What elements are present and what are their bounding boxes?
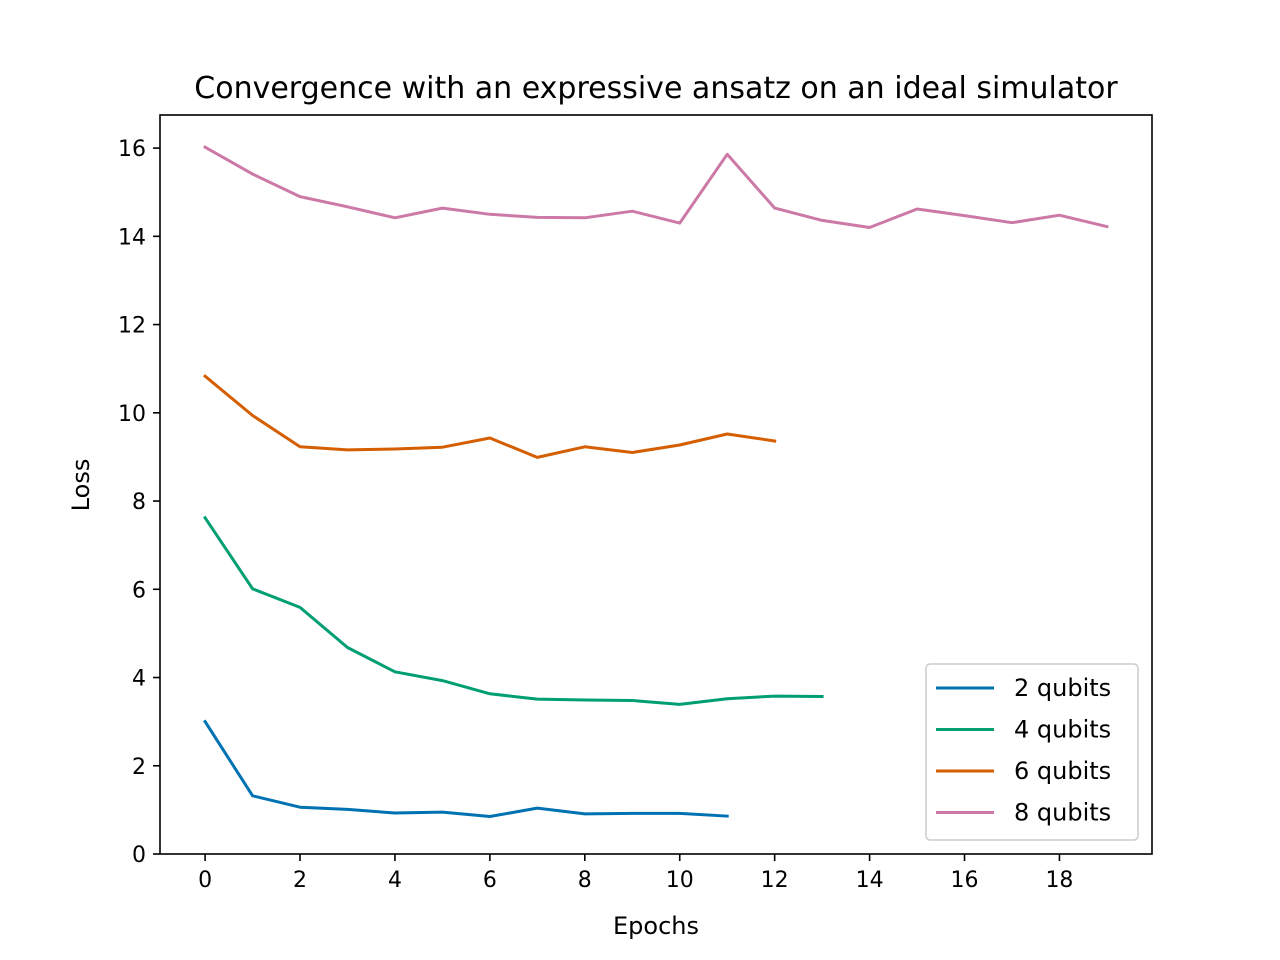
x-tick-label: 8 [578, 868, 592, 893]
y-tick-label: 2 [132, 755, 146, 780]
y-tick-label: 6 [132, 578, 146, 603]
legend-label: 2 qubits [1014, 674, 1111, 702]
legend-label: 8 qubits [1014, 799, 1111, 827]
x-tick-label: 14 [856, 868, 884, 893]
y-axis-label: Loss [67, 459, 95, 512]
y-axis: 0 2 4 6 8 10 12 14 16 [118, 137, 160, 868]
legend-label: 6 qubits [1014, 757, 1111, 785]
legend-label: 4 qubits [1014, 716, 1111, 744]
x-axis-label: Epochs [613, 912, 699, 940]
y-tick-label: 8 [132, 490, 146, 515]
series-layer [202, 145, 1109, 818]
x-tick-label: 16 [951, 868, 979, 893]
y-tick-label: 4 [132, 667, 146, 692]
series-line-2 [203, 515, 824, 706]
plot-area [159, 114, 1153, 855]
x-tick-label: 18 [1045, 868, 1073, 893]
y-tick-label: 0 [132, 843, 146, 868]
y-tick-label: 16 [118, 137, 146, 162]
x-tick-label: 10 [666, 868, 694, 893]
chart-title: Convergence with an expressive ansatz on… [194, 71, 1118, 106]
y-tick-label: 10 [118, 402, 146, 427]
y-tick-label: 12 [118, 314, 146, 339]
x-tick-label: 4 [388, 868, 402, 893]
x-axis: 0 2 4 6 8 10 12 14 16 18 [198, 854, 1073, 893]
series-line-1 [203, 719, 729, 818]
series-line-4 [203, 145, 1109, 229]
legend-box [925, 663, 1139, 841]
series-line-3 [202, 374, 777, 459]
plot-frame [159, 114, 1153, 855]
x-tick-label: 12 [761, 868, 789, 893]
y-tick-label: 14 [118, 225, 146, 250]
x-tick-label: 0 [198, 868, 212, 893]
x-tick-label: 6 [483, 868, 497, 893]
x-tick-label: 2 [293, 868, 307, 893]
legend: 2 qubits 4 qubits 6 qubits 8 qubits [925, 663, 1139, 841]
